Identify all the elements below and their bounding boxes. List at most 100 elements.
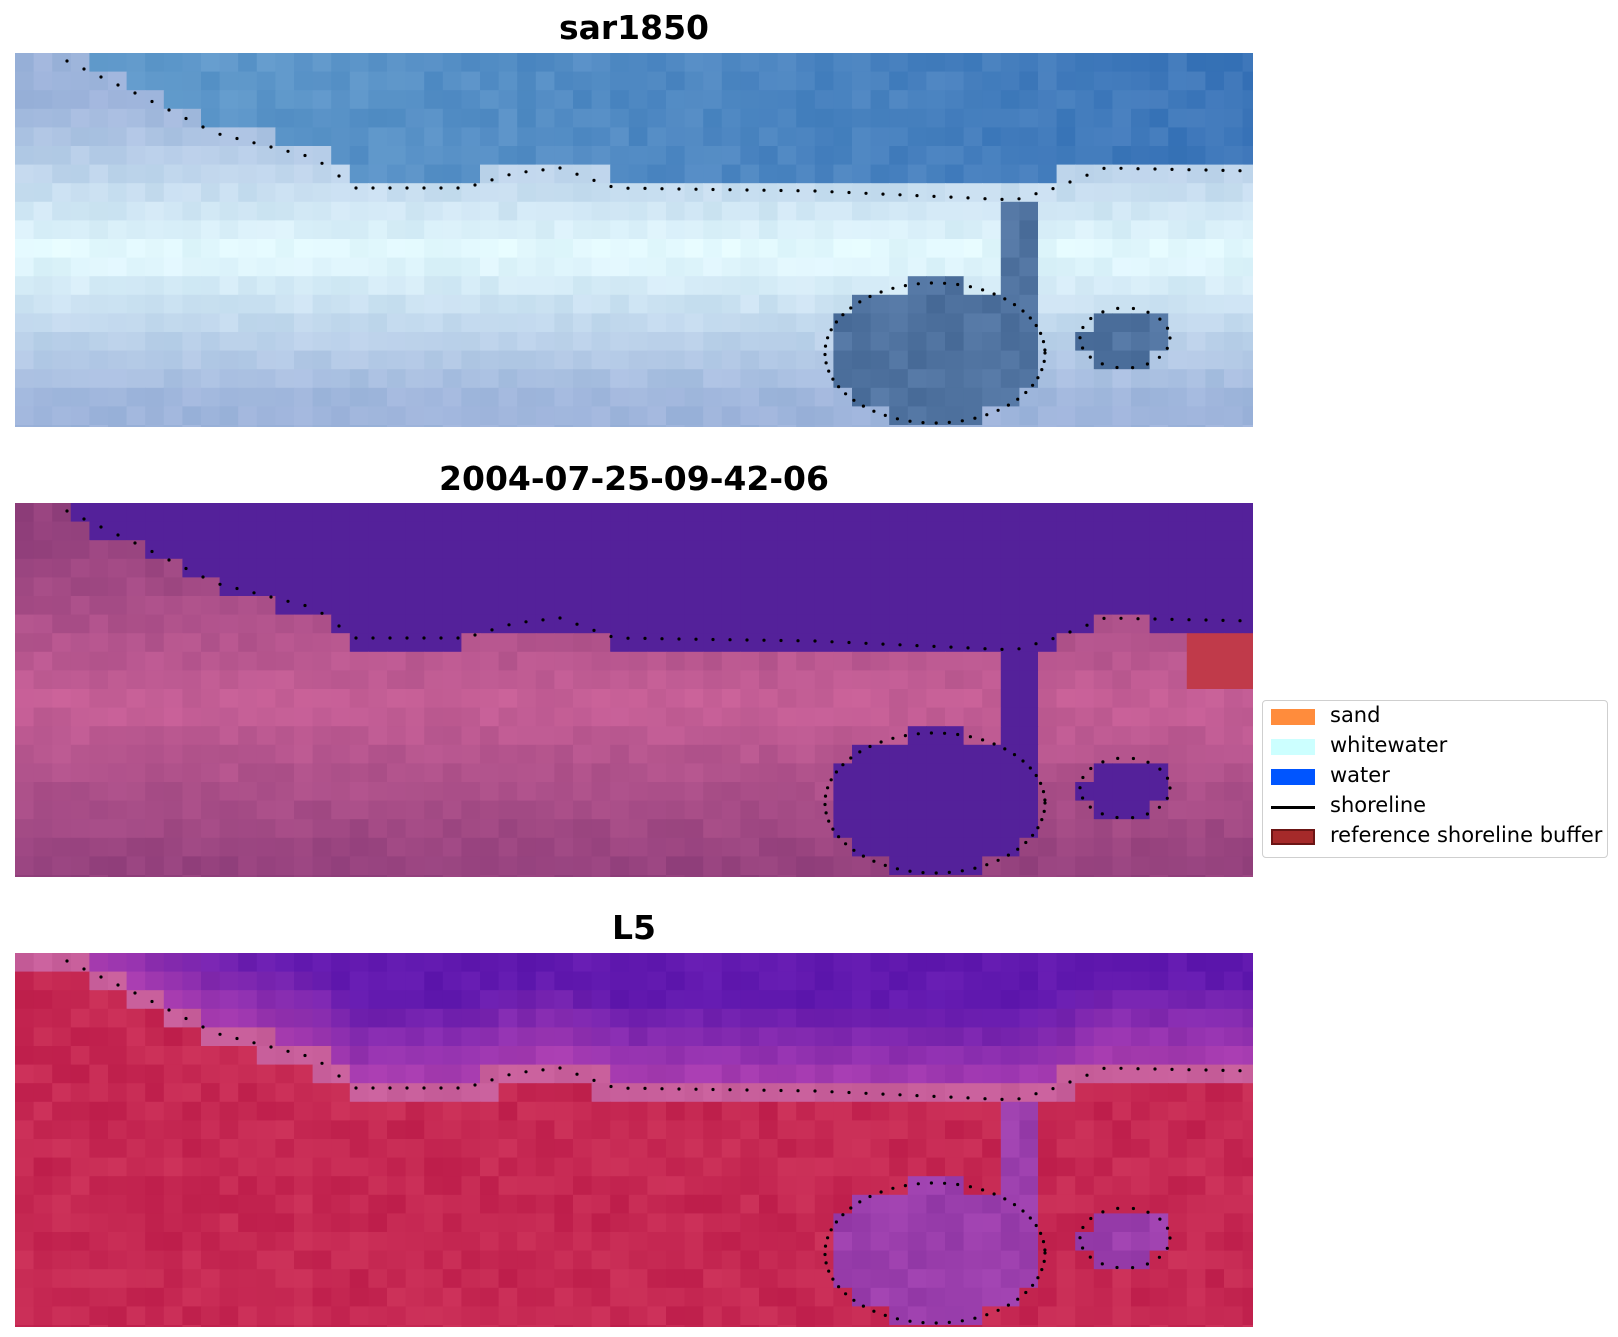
raster-cell [833, 108, 853, 128]
shoreline-dot [858, 300, 862, 304]
raster-cell [33, 800, 53, 820]
raster-cell [889, 127, 909, 147]
raster-cell [219, 183, 239, 203]
raster-cell [1038, 1101, 1058, 1121]
raster-cell [182, 540, 202, 560]
raster-cell [275, 127, 295, 147]
raster-cell [535, 387, 555, 407]
raster-cell [759, 239, 779, 259]
raster-cell [1000, 164, 1020, 184]
raster-cell [182, 856, 202, 876]
raster-cell [1112, 651, 1132, 671]
shoreline-dot [677, 187, 681, 191]
raster-cell [628, 1269, 648, 1289]
raster-cell [703, 1213, 723, 1233]
raster-cell [573, 875, 593, 877]
raster-cell [740, 1306, 760, 1326]
raster-cell [889, 1139, 909, 1159]
raster-cell [554, 1250, 574, 1270]
raster-cell [1038, 1213, 1058, 1233]
raster-cell [610, 1213, 630, 1233]
raster-cell [480, 1269, 500, 1289]
raster-cell [814, 1157, 834, 1177]
raster-cell [89, 558, 109, 578]
raster-cell [1019, 971, 1039, 991]
raster-cell [1224, 387, 1244, 407]
raster-cell [1131, 406, 1151, 426]
raster-cell [796, 164, 816, 184]
raster-cell [703, 1046, 723, 1066]
raster-cell [424, 1101, 444, 1121]
raster-cell [666, 763, 686, 783]
shoreline-dot [992, 742, 996, 746]
raster-cell [628, 387, 648, 407]
raster-cell [814, 726, 834, 746]
raster-cell [759, 521, 779, 541]
raster-cell [33, 164, 53, 184]
raster-cell [312, 53, 332, 73]
shoreline-dot [1158, 1217, 1162, 1221]
raster-cell [1168, 369, 1188, 389]
raster-cell [108, 276, 128, 296]
raster-cell [1000, 1139, 1020, 1159]
raster-cell [740, 146, 760, 166]
raster-cell [1056, 651, 1076, 671]
raster-cell [1224, 1232, 1244, 1252]
raster-cell [610, 558, 630, 578]
shoreline-dot [82, 967, 86, 971]
raster-cell [256, 1139, 276, 1159]
raster-cell [1000, 1064, 1020, 1084]
raster-cell [684, 1194, 704, 1214]
raster-cell [591, 651, 611, 671]
raster-cell [442, 1176, 462, 1196]
raster-cell [666, 1083, 686, 1103]
shoreline-dot [1170, 617, 1174, 621]
raster-cell [1224, 819, 1244, 839]
raster-cell [535, 1269, 555, 1289]
raster-cell [70, 558, 90, 578]
raster-cell [666, 503, 686, 523]
raster-cell [275, 350, 295, 370]
raster-cell [535, 990, 555, 1010]
raster-cell [126, 1269, 146, 1289]
raster-cell [256, 1046, 276, 1066]
raster-cell [684, 71, 704, 91]
raster-cell [759, 1064, 779, 1084]
raster-cell [666, 387, 686, 407]
raster-cell [870, 239, 890, 259]
raster-cell [70, 1250, 90, 1270]
raster-cell [424, 577, 444, 597]
raster-cell [870, 90, 890, 110]
raster-cell [1131, 425, 1151, 427]
raster-cell [108, 350, 128, 370]
raster-cell [256, 633, 276, 653]
shoreline-dot [1153, 1067, 1157, 1071]
raster-cell [1168, 71, 1188, 91]
shoreline-dot [184, 116, 188, 121]
raster-cell [610, 540, 630, 560]
raster-cell [684, 689, 704, 709]
raster-cell [1168, 1232, 1188, 1252]
raster-cell [238, 707, 258, 727]
raster-cell [591, 763, 611, 783]
raster-cell [33, 1213, 53, 1233]
raster-cell [684, 558, 704, 578]
shoreline-dot [320, 611, 324, 615]
raster-cell [89, 369, 109, 389]
raster-cell [833, 1269, 853, 1289]
raster-cell [907, 1064, 927, 1084]
shoreline-dot [1100, 1262, 1104, 1266]
raster-cell [517, 1325, 537, 1327]
raster-cell [610, 146, 630, 166]
raster-cell [294, 201, 314, 221]
raster-cell [294, 503, 314, 523]
shoreline-dot [826, 1236, 830, 1240]
raster-cell [1224, 127, 1244, 147]
raster-cell [833, 521, 853, 541]
raster-cell [1093, 201, 1113, 221]
raster-cell [796, 108, 816, 128]
shoreline-dot [837, 385, 841, 389]
raster-cell [219, 201, 239, 221]
raster-cell [405, 1083, 425, 1103]
raster-cell [1168, 257, 1188, 277]
